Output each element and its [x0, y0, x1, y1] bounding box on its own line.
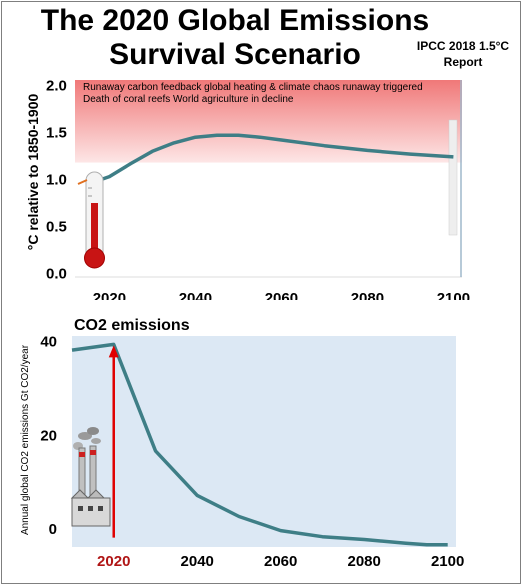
danger-zone [75, 80, 462, 163]
danger-zone-text-line1: Runaway carbon feedback global heating &… [83, 82, 423, 93]
y-tick-label: 0.0 [46, 265, 67, 282]
emissions-y-tick-label: 0 [49, 521, 57, 538]
emissions-series-line [71, 342, 448, 547]
figure-title-line1: The 2020 Global Emissions [40, 4, 430, 37]
danger-zone-text-line2: Death of coral reefs World agriculture i… [83, 94, 294, 105]
emissions-x-tick-label: 2060 [264, 553, 297, 570]
y-tick-label: 1.5 [46, 125, 67, 142]
source-label-line1: IPCC 2018 1.5°C [416, 39, 510, 53]
emissions-x-tick-label: 2100 [431, 553, 464, 570]
x-tick-label: 2060 [265, 290, 298, 300]
emissions-plot-area [72, 336, 456, 547]
y-tick-label: 1.0 [46, 172, 67, 189]
x-tick-label: 2080 [351, 290, 384, 300]
2020-marker-arrow [108, 345, 119, 538]
end-range-bar [448, 119, 458, 236]
temperature-series-line [87, 133, 454, 186]
emissions-x-tick-label: 2080 [347, 553, 380, 570]
x-tick-label: 2100 [437, 290, 470, 300]
figure-title-line2: Survival Scenario [109, 38, 361, 71]
thermometer-icon [84, 171, 105, 269]
emissions-x-tick-label-highlighted: 2020 [97, 553, 130, 570]
y-tick-label: 0.5 [46, 218, 67, 235]
source-label-line2: Report [443, 55, 483, 69]
y-axis-label: °C relative to 1850-1900 [25, 93, 41, 250]
temperature-chart: Runaway carbon feedback global heating &… [25, 78, 470, 300]
emissions-y-axis-label: Annual global CO2 emissions Gt CO2/year [20, 344, 31, 535]
y-tick-label: 2.0 [46, 78, 67, 95]
emissions-y-tick-label: 20 [40, 427, 57, 444]
x-tick-label: 2040 [179, 290, 212, 300]
pre-thermometer-tick [77, 179, 88, 185]
x-tick-label: 2020 [93, 290, 126, 300]
emissions-chart-title: CO2 emissions [74, 317, 190, 334]
factory-smokestack-icon [70, 427, 111, 527]
emissions-x-tick-label: 2040 [181, 553, 214, 570]
emissions-y-tick-label: 40 [40, 334, 57, 351]
